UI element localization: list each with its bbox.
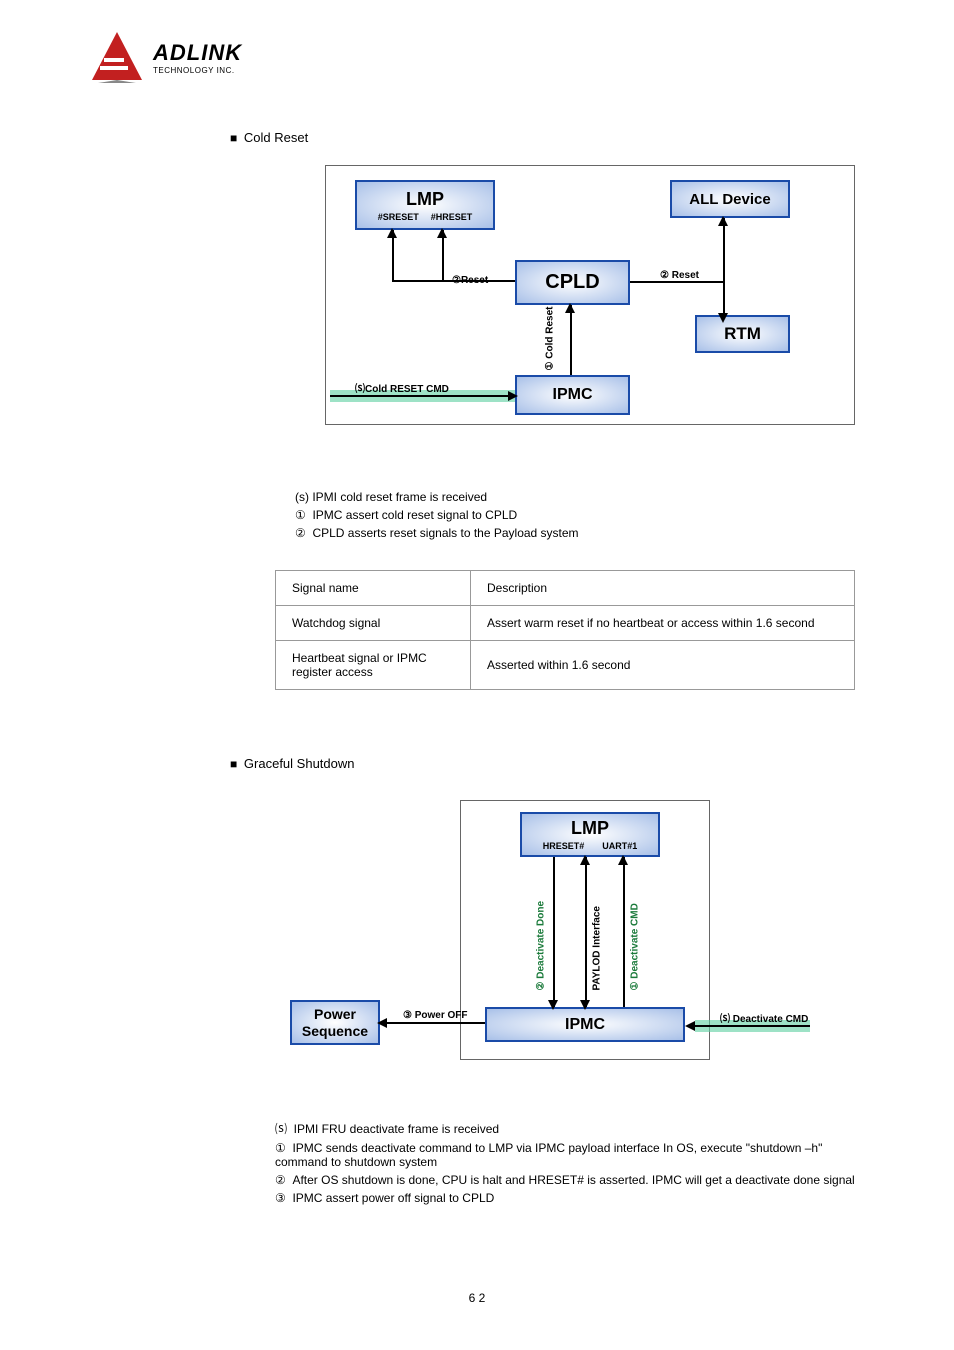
cpld-block: CPLD bbox=[515, 260, 630, 305]
rtm-block: RTM bbox=[695, 315, 790, 353]
lmp-block-2: LMP HRESET# UART#1 bbox=[520, 812, 660, 857]
bullet-graceful-shutdown: ■ Graceful Shutdown bbox=[230, 756, 355, 771]
bullet-cold-reset: ■ Cold Reset bbox=[230, 130, 308, 145]
table-header: Signal name bbox=[276, 571, 471, 606]
graceful-shutdown-diagram: LMP HRESET# UART#1 Power Sequence IPMC ②… bbox=[275, 800, 855, 1070]
adlink-triangle-icon bbox=[90, 30, 145, 85]
table-row: Heartbeat signal or IPMC register access… bbox=[276, 641, 855, 690]
ipmc-block-2: IPMC bbox=[485, 1007, 685, 1042]
table-header: Description bbox=[471, 571, 855, 606]
lmp-block: LMP #SRESET #HRESET bbox=[355, 180, 495, 230]
graceful-shutdown-steps: ⒮ IPMI FRU deactivate frame is received … bbox=[275, 1120, 855, 1209]
signal-table: Signal name Description Watchdog signal … bbox=[275, 570, 855, 690]
cold-reset-diagram: LMP #SRESET #HRESET ALL Device CPLD RTM … bbox=[270, 165, 860, 435]
power-sequence-block: Power Sequence bbox=[290, 1000, 380, 1045]
brand-logo: ADLINK TECHNOLOGY INC. bbox=[90, 30, 242, 85]
cold-reset-steps: (s) IPMI cold reset frame is received ① … bbox=[295, 490, 579, 544]
page-number: 6 2 bbox=[0, 1291, 954, 1305]
all-device-block: ALL Device bbox=[670, 180, 790, 218]
ipmc-block: IPMC bbox=[515, 375, 630, 415]
logo-text-main: ADLINK bbox=[153, 40, 242, 66]
table-row: Watchdog signal Assert warm reset if no … bbox=[276, 606, 855, 641]
logo-text-sub: TECHNOLOGY INC. bbox=[153, 66, 242, 75]
